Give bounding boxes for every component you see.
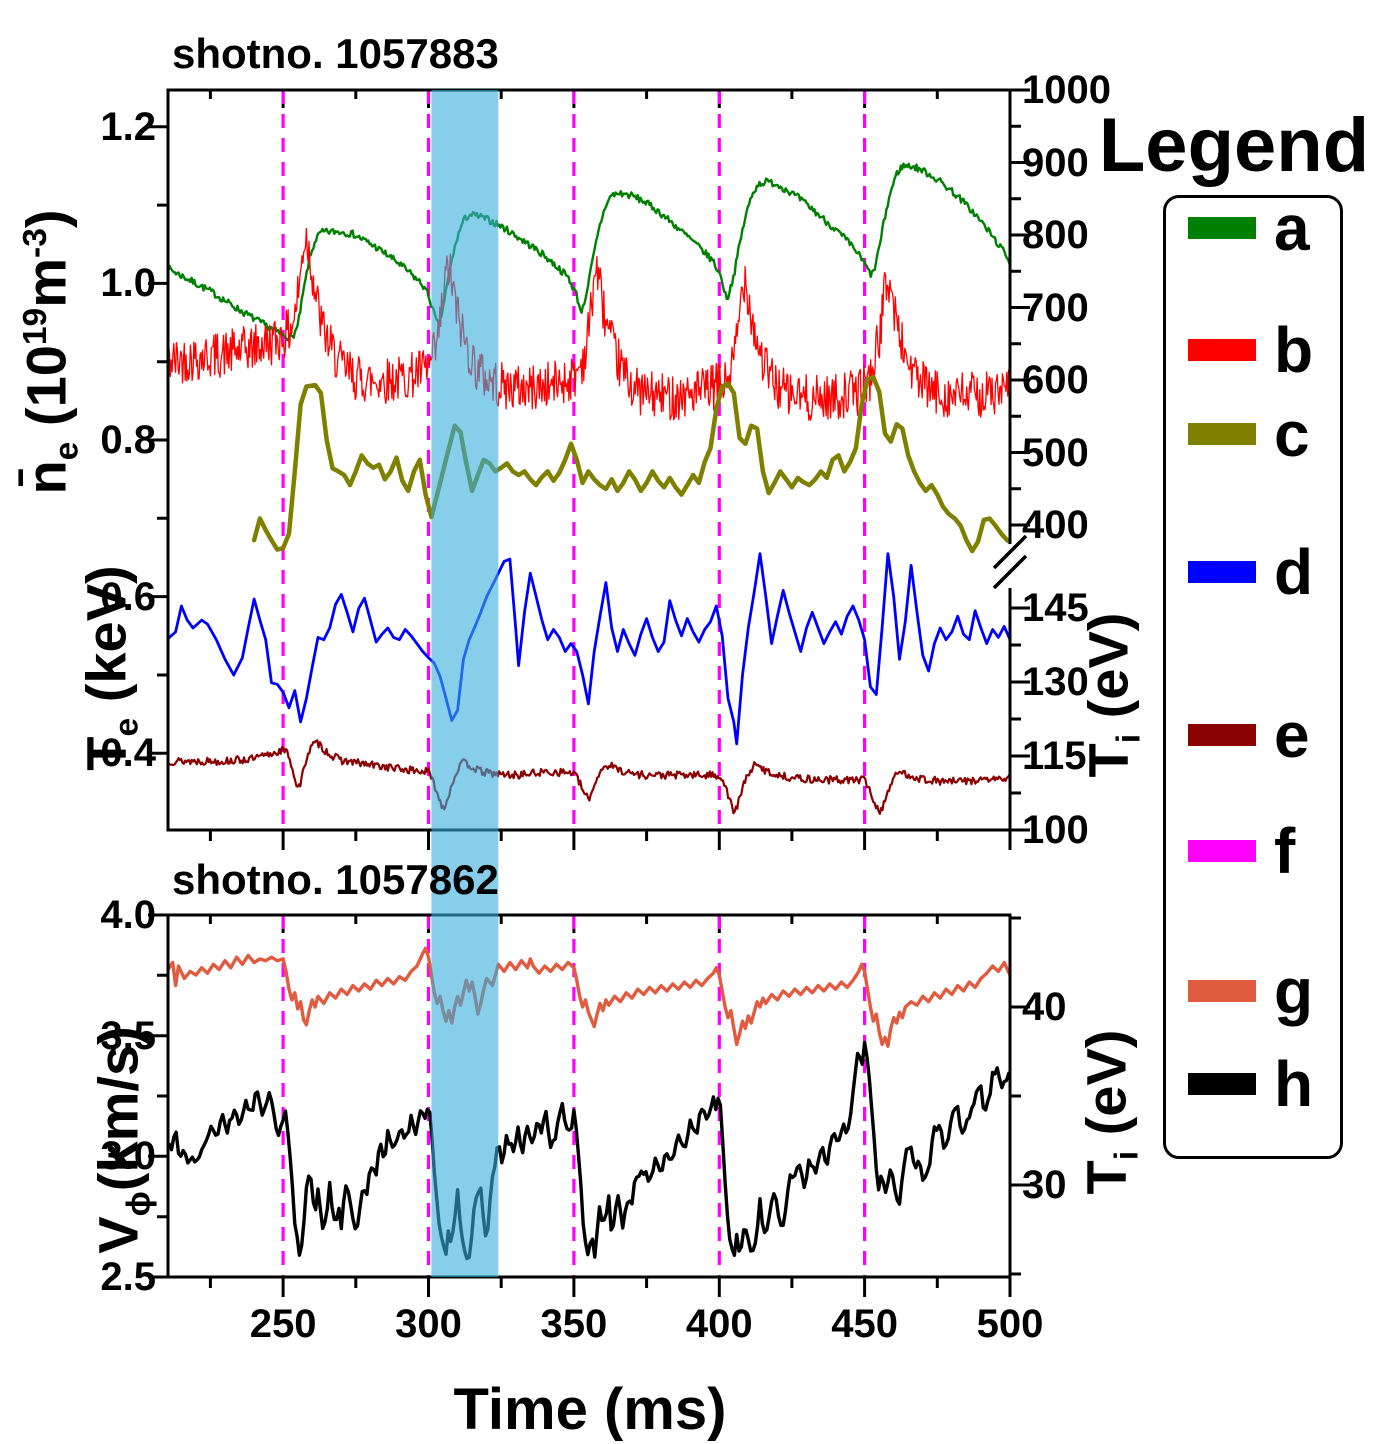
legend-item-d: d (1188, 536, 1314, 608)
top-left-tick-label: 0.6 (100, 574, 156, 619)
series-b-swatch (1188, 339, 1256, 361)
x-tick-label: 300 (395, 1302, 462, 1346)
series-b-label: b (1274, 314, 1314, 386)
series-a-label: a (1274, 192, 1310, 264)
bottom-left-tick-label: 2.5 (100, 1255, 156, 1299)
series-e-swatch (1188, 724, 1256, 746)
top-right-tick-label: 115 (1022, 734, 1087, 778)
x-tick-label: 500 (976, 1302, 1044, 1346)
series-h-swatch (1188, 1073, 1256, 1095)
top-right-tick-label: 400 (1022, 503, 1089, 547)
legend-title: Legend (1098, 103, 1370, 188)
y-axis-title-ti-bottom: Ti (eV) (1074, 1029, 1146, 1195)
top-right-tick-label: 130 (1022, 660, 1089, 704)
top-right-tick-label: 145 (1022, 586, 1089, 630)
bottom-right-tick-label: 40 (1022, 985, 1067, 1029)
x-tick-label: 400 (685, 1302, 753, 1346)
top-right-tick-label: 600 (1022, 358, 1089, 402)
top-right-tick-label: 900 (1022, 140, 1089, 185)
bottom-panel-title: shotno. 1057862 (172, 856, 499, 903)
legend-item-c: c (1188, 398, 1310, 470)
series-f-swatch (1188, 840, 1256, 862)
legend-item-e: e (1188, 699, 1310, 771)
top-left-tick-label: 0.8 (100, 418, 156, 463)
legend-item-h: h (1188, 1048, 1314, 1120)
x-tick-label: 450 (831, 1302, 898, 1346)
series-e-label: e (1274, 699, 1310, 771)
top-left-tick-label: 1.2 (100, 104, 156, 149)
top-right-tick-label: 700 (1022, 285, 1089, 330)
bottom-left-tick-label: 3.0 (100, 1134, 156, 1179)
x-tick-label: 250 (249, 1302, 317, 1346)
bottom-right-tick-label: 30 (1022, 1163, 1067, 1207)
legend-item-b: b (1188, 314, 1314, 386)
bottom-left-tick-label: 3.5 (100, 1013, 156, 1058)
legend-item-f: f (1188, 815, 1296, 887)
legend-item-g: g (1188, 955, 1314, 1027)
series-d-swatch (1188, 561, 1256, 583)
series-c-label: c (1274, 398, 1310, 470)
series-c-swatch (1188, 423, 1256, 445)
series-g-swatch (1188, 980, 1256, 1002)
x-tick-label: 350 (540, 1302, 608, 1346)
top-right-tick-label: 100 (1022, 808, 1089, 852)
series-f-label: f (1274, 815, 1296, 887)
series-a-swatch (1188, 217, 1256, 239)
series-g-label: g (1274, 955, 1314, 1027)
series-h-label: h (1274, 1048, 1314, 1120)
x-axis-title: Time (ms) (453, 1377, 727, 1442)
top-left-tick-label: 0.4 (100, 731, 156, 776)
top-panel-title: shotno. 1057883 (172, 30, 499, 77)
top-right-tick-label: 1000 (1022, 68, 1111, 112)
top-right-tick-label: 800 (1022, 213, 1089, 257)
top-left-tick-label: 1.0 (100, 261, 156, 306)
bottom-left-tick-label: 4.0 (100, 893, 156, 937)
legend-item-a: a (1188, 192, 1310, 264)
series-d-label: d (1274, 536, 1314, 608)
top-right-tick-label: 500 (1022, 430, 1089, 475)
